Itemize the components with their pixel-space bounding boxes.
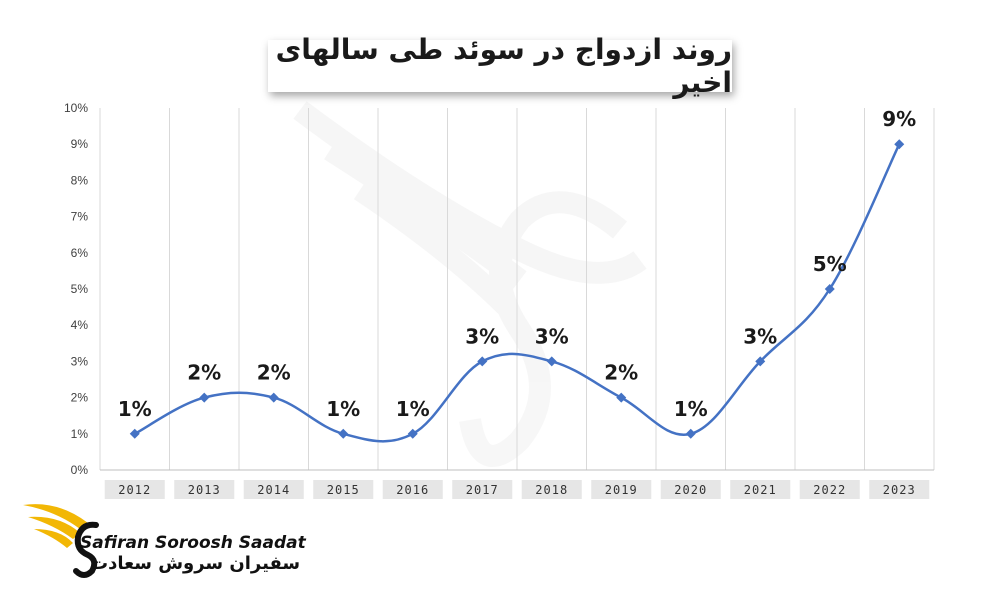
x-tick-box bbox=[521, 480, 582, 499]
data-point-marker bbox=[338, 428, 349, 439]
y-tick-label: 7% bbox=[71, 210, 89, 224]
logo-name-persian: سفیران سروش سعادت bbox=[90, 553, 301, 574]
logo-wing-3 bbox=[34, 529, 73, 548]
watermark-swan-logo bbox=[293, 101, 647, 467]
x-tick-box bbox=[452, 480, 513, 499]
data-label: 2% bbox=[187, 361, 221, 385]
x-tick-label: 2020 bbox=[674, 483, 707, 497]
x-tick-label: 2013 bbox=[188, 483, 221, 497]
x-tick-label: 2016 bbox=[396, 483, 429, 497]
logo-wing-2 bbox=[28, 516, 80, 539]
x-tick-label: 2019 bbox=[605, 483, 638, 497]
data-point-marker bbox=[894, 139, 905, 150]
logo-name-english: Safiran Soroosh Saadat bbox=[80, 533, 306, 553]
data-point-marker bbox=[199, 392, 210, 403]
data-point-marker bbox=[755, 356, 766, 367]
data-label: 1% bbox=[326, 397, 360, 421]
data-label: 3% bbox=[465, 324, 499, 348]
data-point-marker bbox=[824, 284, 835, 294]
data-label: 1% bbox=[396, 397, 430, 421]
y-tick-label: 1% bbox=[71, 427, 89, 441]
y-tick-label: 2% bbox=[71, 391, 89, 405]
x-tick-label: 2012 bbox=[118, 483, 151, 497]
data-label: 3% bbox=[535, 324, 569, 348]
x-tick-box bbox=[730, 480, 791, 499]
x-tick-box bbox=[382, 480, 443, 499]
data-point-marker bbox=[407, 428, 418, 439]
x-tick-label: 2017 bbox=[466, 483, 499, 497]
x-tick-box bbox=[591, 480, 652, 499]
data-label: 9% bbox=[882, 107, 916, 131]
x-tick-label: 2021 bbox=[744, 483, 777, 497]
logo-swan-neck bbox=[73, 521, 99, 578]
data-point-marker bbox=[685, 428, 696, 439]
x-tick-label: 2015 bbox=[327, 483, 360, 497]
data-label: 2% bbox=[257, 361, 291, 385]
x-tick-label: 2023 bbox=[883, 483, 916, 497]
data-label: 2% bbox=[604, 361, 638, 385]
data-point-marker bbox=[616, 392, 627, 403]
y-tick-label: 8% bbox=[71, 173, 89, 187]
y-tick-label: 10% bbox=[64, 101, 88, 115]
y-tick-label: 9% bbox=[71, 137, 89, 151]
y-tick-label: 0% bbox=[71, 463, 89, 477]
data-point-marker bbox=[129, 428, 140, 439]
logo-wing-1 bbox=[23, 504, 88, 529]
data-label: 5% bbox=[813, 252, 847, 276]
x-tick-label: 2022 bbox=[813, 483, 846, 497]
x-tick-box bbox=[660, 480, 721, 499]
company-logo bbox=[23, 504, 99, 578]
x-tick-box bbox=[869, 480, 930, 499]
x-tick-label: 2018 bbox=[535, 483, 568, 497]
y-tick-label: 5% bbox=[71, 282, 89, 296]
chart-title: روند ازدواج در سوئد طی سالهای اخیر bbox=[275, 33, 732, 99]
x-tick-box bbox=[799, 480, 860, 499]
x-tick-box bbox=[174, 480, 235, 499]
x-tick-box bbox=[243, 480, 304, 499]
x-tick-label: 2014 bbox=[257, 483, 290, 497]
x-tick-box bbox=[313, 480, 374, 499]
chart-title-box: روند ازدواج در سوئد طی سالهای اخیر bbox=[268, 33, 732, 99]
data-label: 1% bbox=[674, 397, 708, 421]
data-point-marker bbox=[546, 356, 557, 367]
y-tick-label: 3% bbox=[71, 354, 89, 368]
data-label: 1% bbox=[118, 397, 152, 421]
data-point-marker bbox=[268, 392, 279, 403]
y-tick-label: 4% bbox=[71, 318, 89, 332]
x-tick-box bbox=[104, 480, 165, 499]
data-point-marker bbox=[477, 356, 488, 367]
data-label: 3% bbox=[743, 324, 777, 348]
y-tick-label: 6% bbox=[71, 246, 89, 260]
